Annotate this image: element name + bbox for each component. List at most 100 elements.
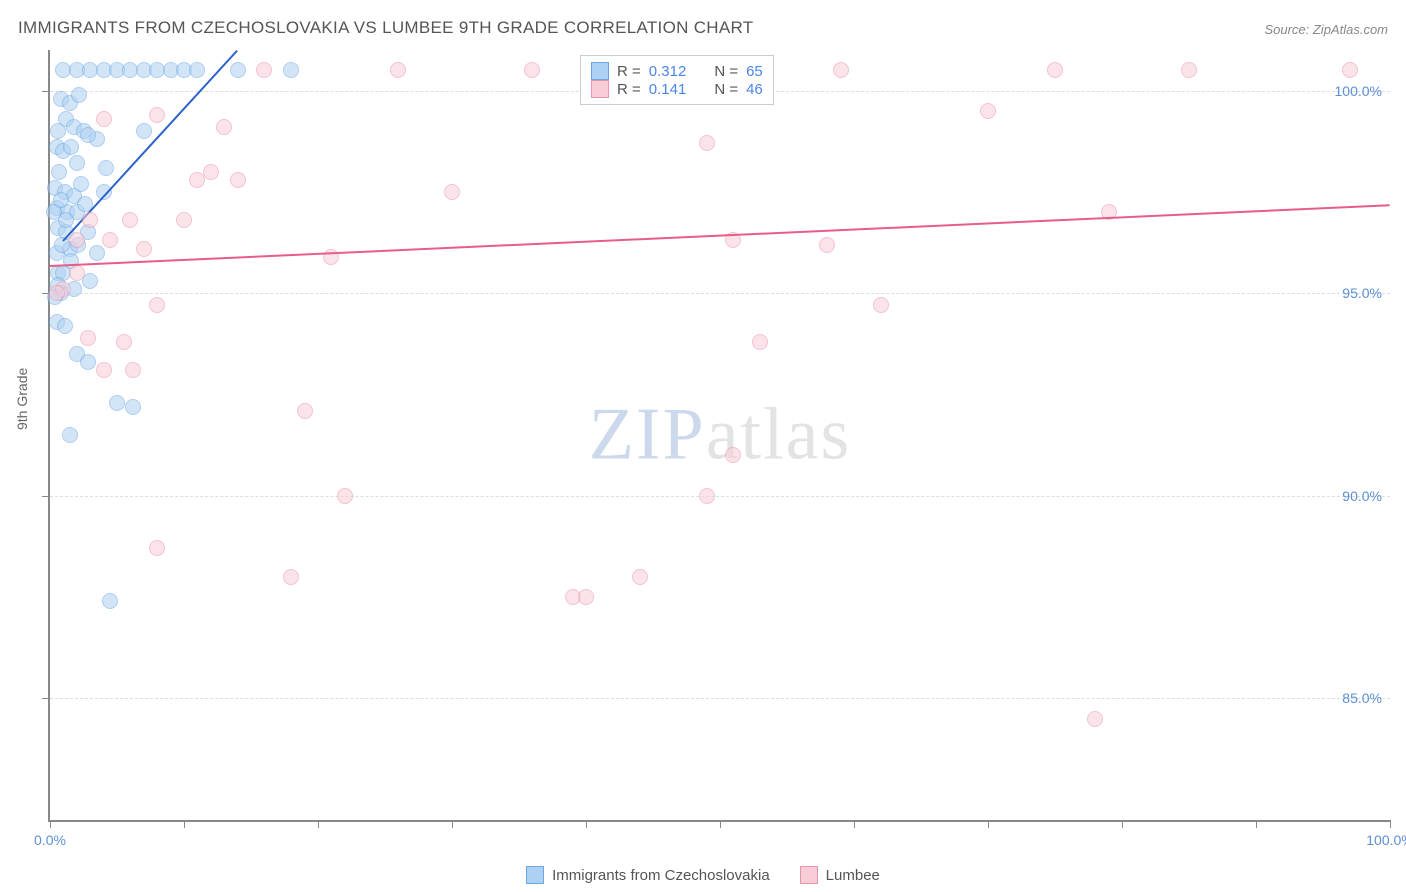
data-point (49, 285, 65, 301)
watermark-atlas: atlas (706, 394, 852, 476)
data-point (632, 569, 648, 585)
chart-title: IMMIGRANTS FROM CZECHOSLOVAKIA VS LUMBEE… (18, 18, 753, 38)
data-point (82, 212, 98, 228)
data-point (125, 362, 141, 378)
r-label: R = (617, 81, 641, 98)
data-point (89, 245, 105, 261)
x-tick (1256, 820, 1257, 828)
data-point (1087, 711, 1103, 727)
x-tick (988, 820, 989, 828)
data-point (102, 593, 118, 609)
legend-swatch (526, 866, 544, 884)
data-point (699, 488, 715, 504)
data-point (256, 62, 272, 78)
legend: Immigrants from Czechoslovakia Lumbee (0, 866, 1406, 884)
data-point (1342, 62, 1358, 78)
data-point (62, 427, 78, 443)
data-point (51, 164, 67, 180)
x-tick (452, 820, 453, 828)
gridline (50, 698, 1390, 699)
data-point (149, 540, 165, 556)
data-point (203, 164, 219, 180)
gridline (50, 293, 1390, 294)
stats-row: R =0.141N =46 (591, 80, 763, 98)
x-tick (1390, 820, 1391, 828)
data-point (116, 334, 132, 350)
watermark: ZIPatlas (589, 393, 852, 478)
scatter-chart: ZIPatlas 85.0%90.0%95.0%100.0%0.0%100.0% (48, 50, 1390, 822)
r-value: 0.141 (649, 81, 687, 98)
y-tick-label: 85.0% (1342, 690, 1382, 706)
data-point (73, 176, 89, 192)
y-tick (42, 91, 50, 92)
data-point (230, 62, 246, 78)
data-point (283, 569, 299, 585)
data-point (98, 160, 114, 176)
x-tick (318, 820, 319, 828)
data-point (578, 589, 594, 605)
data-point (136, 241, 152, 257)
correlation-stats-box: R =0.312N =65R =0.141N =46 (580, 55, 774, 105)
x-tick (854, 820, 855, 828)
data-point (819, 237, 835, 253)
data-point (96, 362, 112, 378)
data-point (80, 127, 96, 143)
watermark-zip: ZIP (589, 394, 706, 476)
data-point (980, 103, 996, 119)
n-label: N = (714, 63, 738, 80)
trend-line (50, 204, 1390, 267)
data-point (1181, 62, 1197, 78)
r-value: 0.312 (649, 63, 687, 80)
data-point (337, 488, 353, 504)
data-point (230, 172, 246, 188)
data-point (53, 192, 69, 208)
data-point (390, 62, 406, 78)
data-point (102, 232, 118, 248)
x-tick (720, 820, 721, 828)
data-point (69, 155, 85, 171)
y-tick (42, 496, 50, 497)
data-point (69, 232, 85, 248)
y-tick (42, 698, 50, 699)
y-tick-label: 95.0% (1342, 285, 1382, 301)
data-point (283, 62, 299, 78)
data-point (71, 87, 87, 103)
data-point (176, 212, 192, 228)
y-tick-label: 100.0% (1335, 83, 1382, 99)
series-swatch (591, 80, 609, 98)
data-point (136, 123, 152, 139)
y-axis-label: 9th Grade (14, 368, 30, 430)
data-point (216, 119, 232, 135)
series-swatch (591, 62, 609, 80)
data-point (725, 447, 741, 463)
legend-label: Lumbee (826, 867, 880, 884)
data-point (122, 212, 138, 228)
data-point (699, 135, 715, 151)
data-point (63, 139, 79, 155)
n-value: 65 (746, 63, 763, 80)
data-point (752, 334, 768, 350)
data-point (833, 62, 849, 78)
x-tick (1122, 820, 1123, 828)
data-point (50, 123, 66, 139)
data-point (109, 395, 125, 411)
x-tick-label: 0.0% (34, 832, 66, 848)
data-point (57, 318, 73, 334)
legend-item: Lumbee (800, 866, 880, 884)
data-point (149, 107, 165, 123)
legend-swatch (800, 866, 818, 884)
data-point (96, 111, 112, 127)
stats-row: R =0.312N =65 (591, 62, 763, 80)
data-point (873, 297, 889, 313)
x-tick (50, 820, 51, 828)
data-point (82, 273, 98, 289)
data-point (149, 297, 165, 313)
data-point (444, 184, 460, 200)
data-point (297, 403, 313, 419)
n-value: 46 (746, 81, 763, 98)
data-point (189, 62, 205, 78)
data-point (524, 62, 540, 78)
source-attribution: Source: ZipAtlas.com (1264, 22, 1388, 37)
x-tick (184, 820, 185, 828)
legend-label: Immigrants from Czechoslovakia (552, 867, 770, 884)
